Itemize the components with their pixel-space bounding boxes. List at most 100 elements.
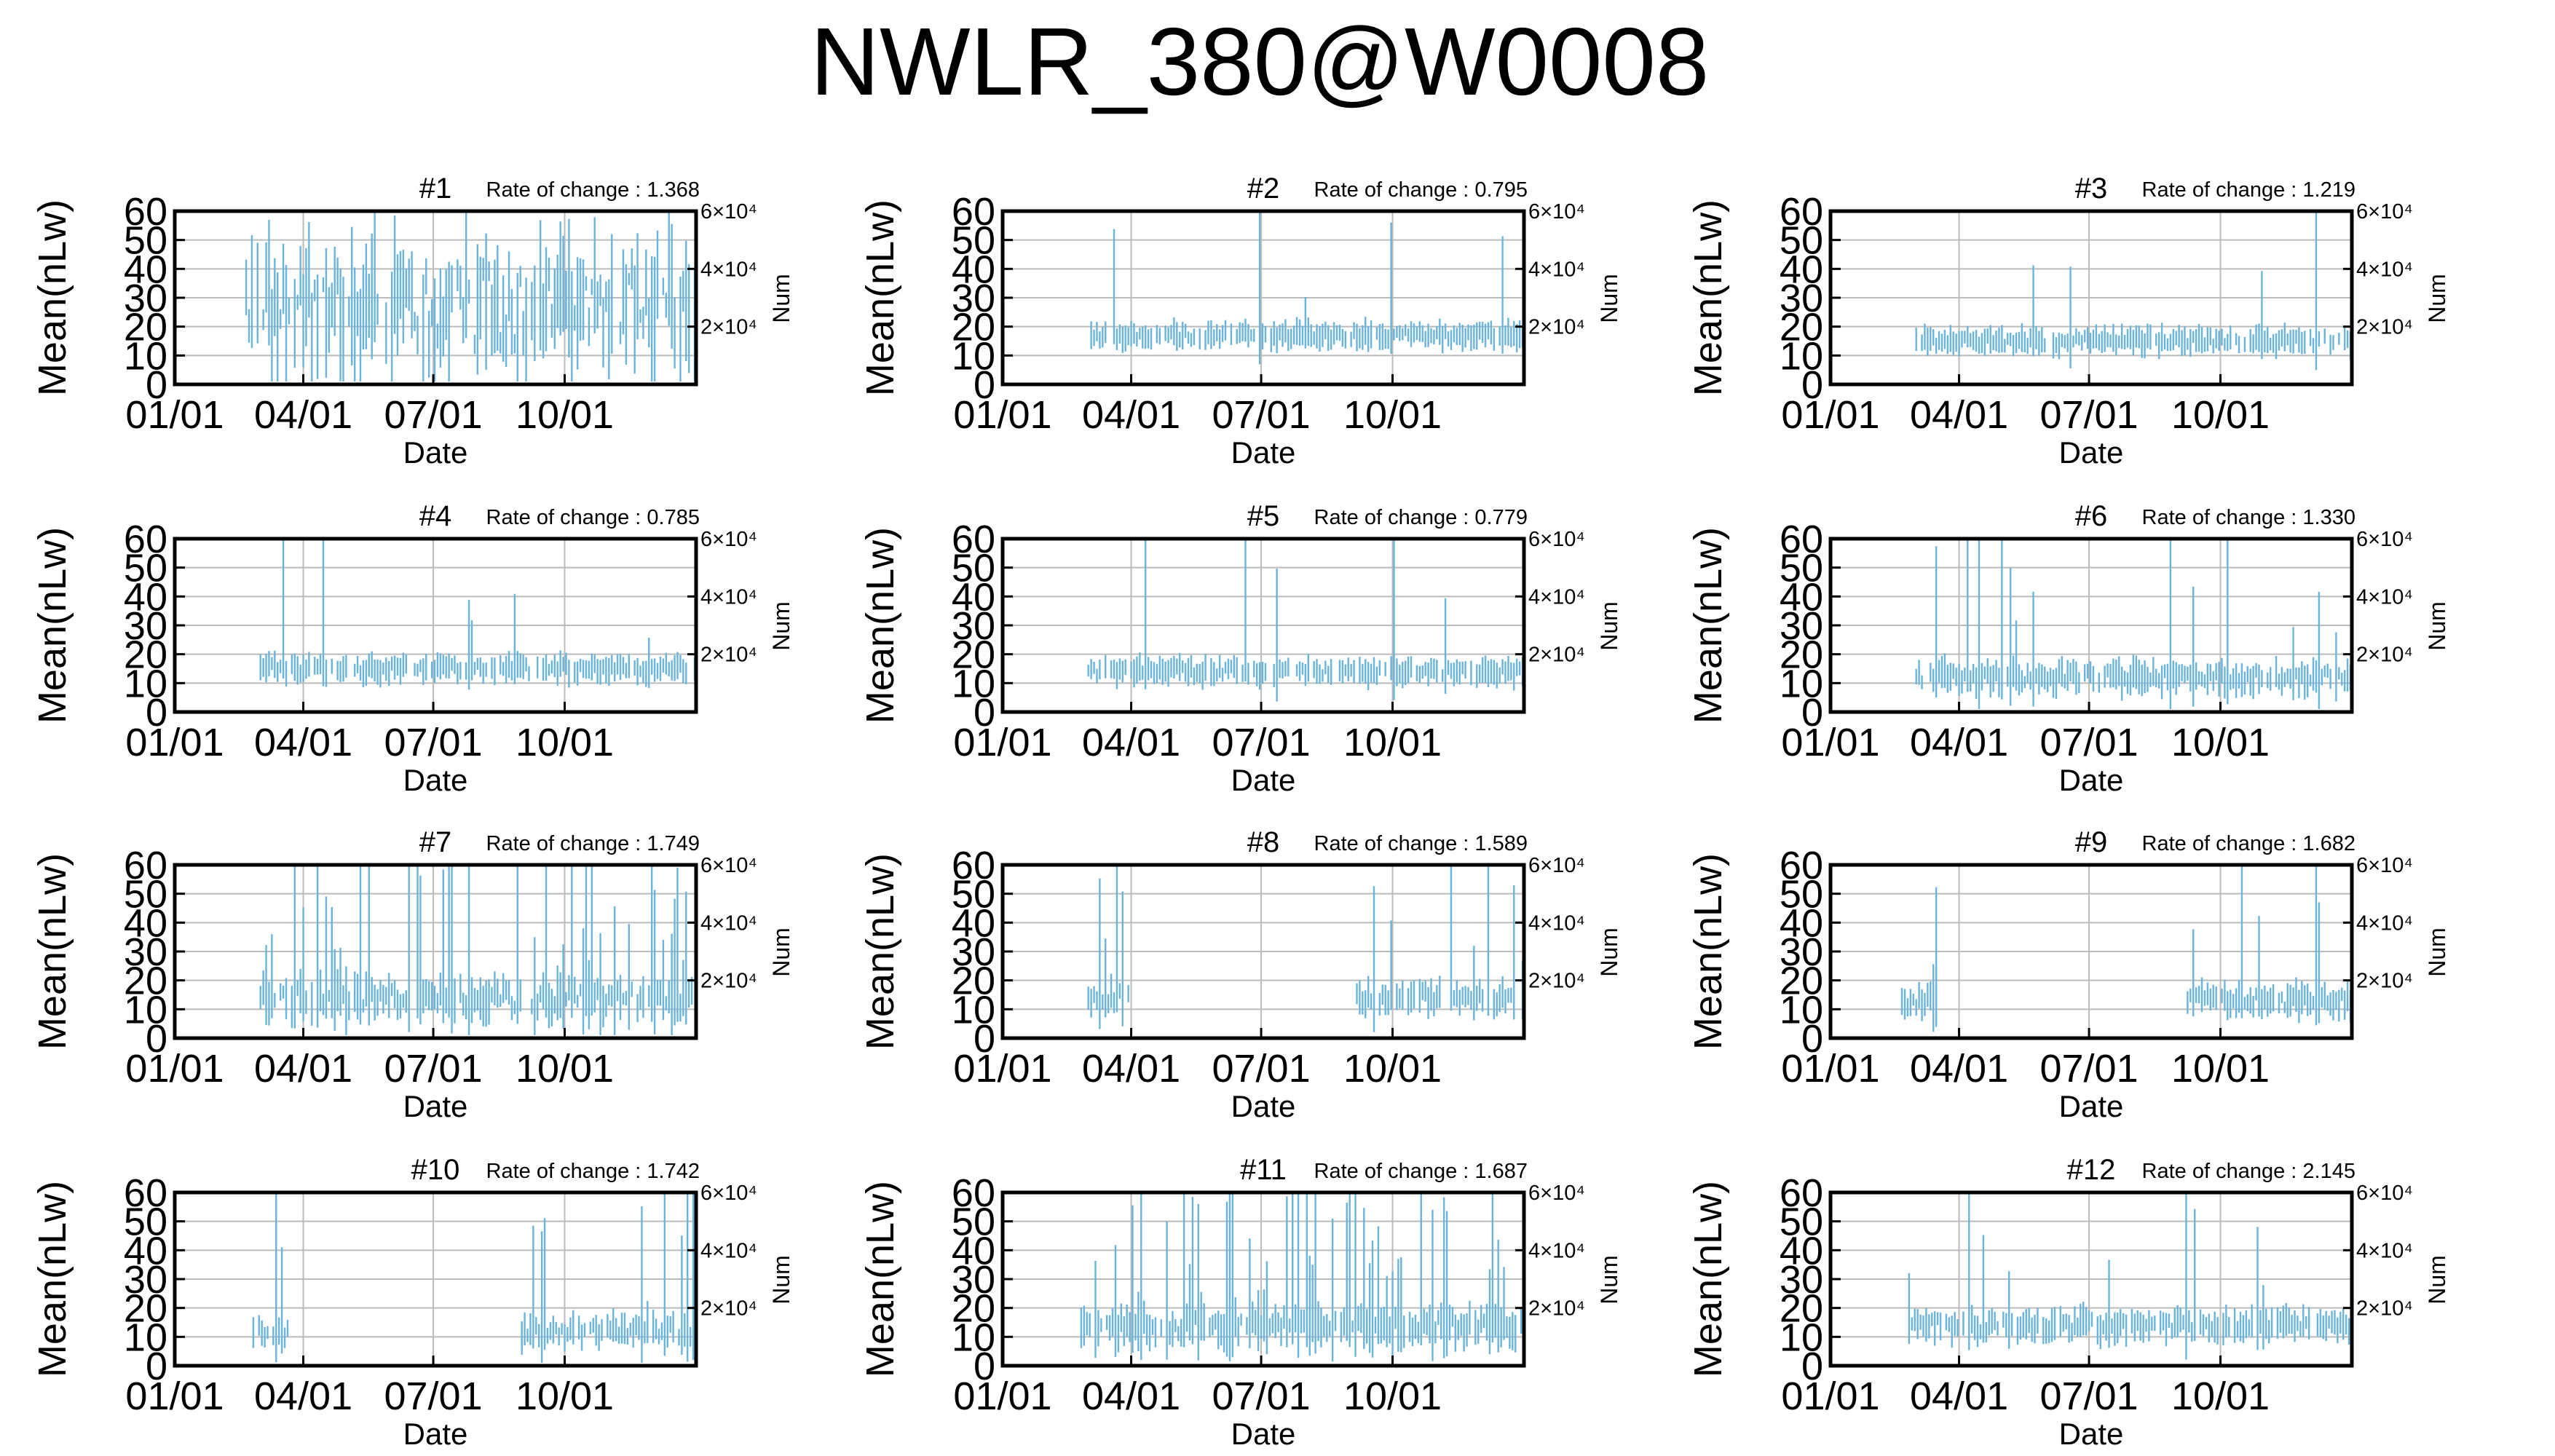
y2-tick-label: 6×10⁴ [1528,854,1585,877]
y-tick-label: 0 [974,363,995,407]
x-tick-label: 10/01 [2171,1374,2270,1418]
y-tick-label: 0 [146,691,167,735]
x-tick-label: 07/01 [384,1374,482,1418]
y2-tick-label: 6×10⁴ [700,1182,757,1205]
y2-tick-label: 2×10⁴ [700,1297,757,1321]
y-tick-label: 10 [952,988,995,1032]
x-tick-label: 04/01 [254,393,352,437]
x-tick-label: 04/01 [1910,721,2008,764]
y-axis-label: Mean(nLw) [858,1181,902,1377]
x-tick-label: 07/01 [2039,1374,2138,1418]
y-tick-label: 40 [1780,575,1823,619]
x-tick-label: 10/01 [516,1047,614,1091]
y-tick-label: 10 [1780,1315,1823,1359]
y-tick-label: 60 [952,844,995,887]
rate-of-change: Rate of change : 0.779 [1314,506,1528,529]
y-axis-label: Mean(nLw) [858,853,902,1050]
panel-title: #5 [1247,500,1280,532]
y-tick-label: 30 [952,604,995,648]
y-tick-label: 10 [1780,334,1823,378]
y-tick-label: 0 [1801,691,1823,735]
y-tick-label: 30 [1780,1258,1823,1302]
x-axis-label: Date [403,1089,468,1123]
y2-axis-label: Num [1596,927,1622,977]
y2-tick-label: 4×10⁴ [1528,258,1585,281]
x-axis-label: Date [1231,1417,1296,1451]
y-tick-label: 30 [1780,604,1823,648]
x-tick-label: 10/01 [1343,721,1442,764]
y-tick-label: 50 [952,873,995,917]
y-tick-label: 0 [974,1345,995,1388]
panel-title: #3 [2075,173,2108,205]
y-tick-label: 10 [1780,662,1823,705]
y-tick-label: 40 [124,575,167,619]
panel-title: #7 [419,826,452,858]
y-tick-label: 10 [124,988,167,1032]
y-tick-label: 20 [1780,633,1823,677]
y2-tick-label: 4×10⁴ [700,585,757,609]
y2-tick-label: 2×10⁴ [1528,970,1585,993]
x-tick-label: 07/01 [384,721,482,764]
x-axis-label: Date [2059,1089,2124,1123]
y2-tick-label: 2×10⁴ [700,970,757,993]
y2-axis-label: Num [1596,601,1622,651]
x-tick-label: 07/01 [1212,1047,1310,1091]
x-tick-label: 01/01 [1781,1374,1879,1418]
y-tick-label: 20 [952,306,995,349]
x-tick-label: 10/01 [2171,393,2270,437]
x-tick-label: 04/01 [1082,393,1180,437]
y-tick-label: 60 [1780,844,1823,887]
y-axis-label: Mean(nLw) [1686,853,1730,1050]
y-tick-label: 30 [124,1258,167,1302]
x-tick-label: 10/01 [516,1374,614,1418]
y-tick-label: 60 [952,1171,995,1215]
rate-of-change: Rate of change : 1.219 [2142,178,2355,202]
y2-axis-label: Num [2424,927,2450,977]
y-tick-label: 40 [1780,248,1823,291]
y-tick-label: 40 [124,901,167,945]
y-tick-label: 60 [952,518,995,561]
y2-tick-label: 2×10⁴ [2356,970,2413,993]
x-tick-label: 10/01 [2171,721,2270,764]
y-tick-label: 60 [124,518,167,561]
y2-tick-label: 4×10⁴ [1528,1239,1585,1262]
y2-axis-label: Num [2424,274,2450,323]
x-axis-label: Date [403,435,468,470]
y-tick-label: 0 [146,1345,167,1388]
rate-of-change: Rate of change : 1.682 [2142,832,2355,855]
y-tick-label: 0 [1801,1345,1823,1388]
y2-axis-label: Num [768,927,794,977]
y-tick-label: 50 [1780,873,1823,917]
x-tick-label: 07/01 [2039,721,2138,764]
y2-tick-label: 2×10⁴ [700,644,757,667]
y-tick-label: 50 [952,547,995,590]
x-tick-label: 04/01 [1910,1047,2008,1091]
y-tick-label: 10 [124,334,167,378]
x-axis-label: Date [403,763,468,797]
y2-tick-label: 4×10⁴ [2356,585,2413,609]
y-tick-label: 50 [1780,547,1823,590]
y-tick-label: 20 [124,960,167,1003]
y2-axis-label: Num [768,601,794,651]
x-axis-label: Date [1231,763,1296,797]
x-tick-label: 01/01 [1781,721,1879,764]
rate-of-change: Rate of change : 1.742 [486,1160,700,1183]
y-tick-label: 60 [1780,190,1823,234]
y-tick-label: 30 [952,277,995,320]
y2-axis-label: Num [768,1255,794,1305]
x-tick-label: 07/01 [384,393,482,437]
y2-tick-label: 6×10⁴ [2356,200,2413,223]
y-axis-label: Mean(nLw) [31,1181,74,1377]
y-tick-label: 20 [1780,306,1823,349]
y-tick-label: 10 [124,1315,167,1359]
y-tick-label: 50 [124,873,167,917]
y2-axis-label: Num [1596,274,1622,323]
x-tick-label: 10/01 [1343,1047,1442,1091]
y-tick-label: 0 [1801,363,1823,407]
